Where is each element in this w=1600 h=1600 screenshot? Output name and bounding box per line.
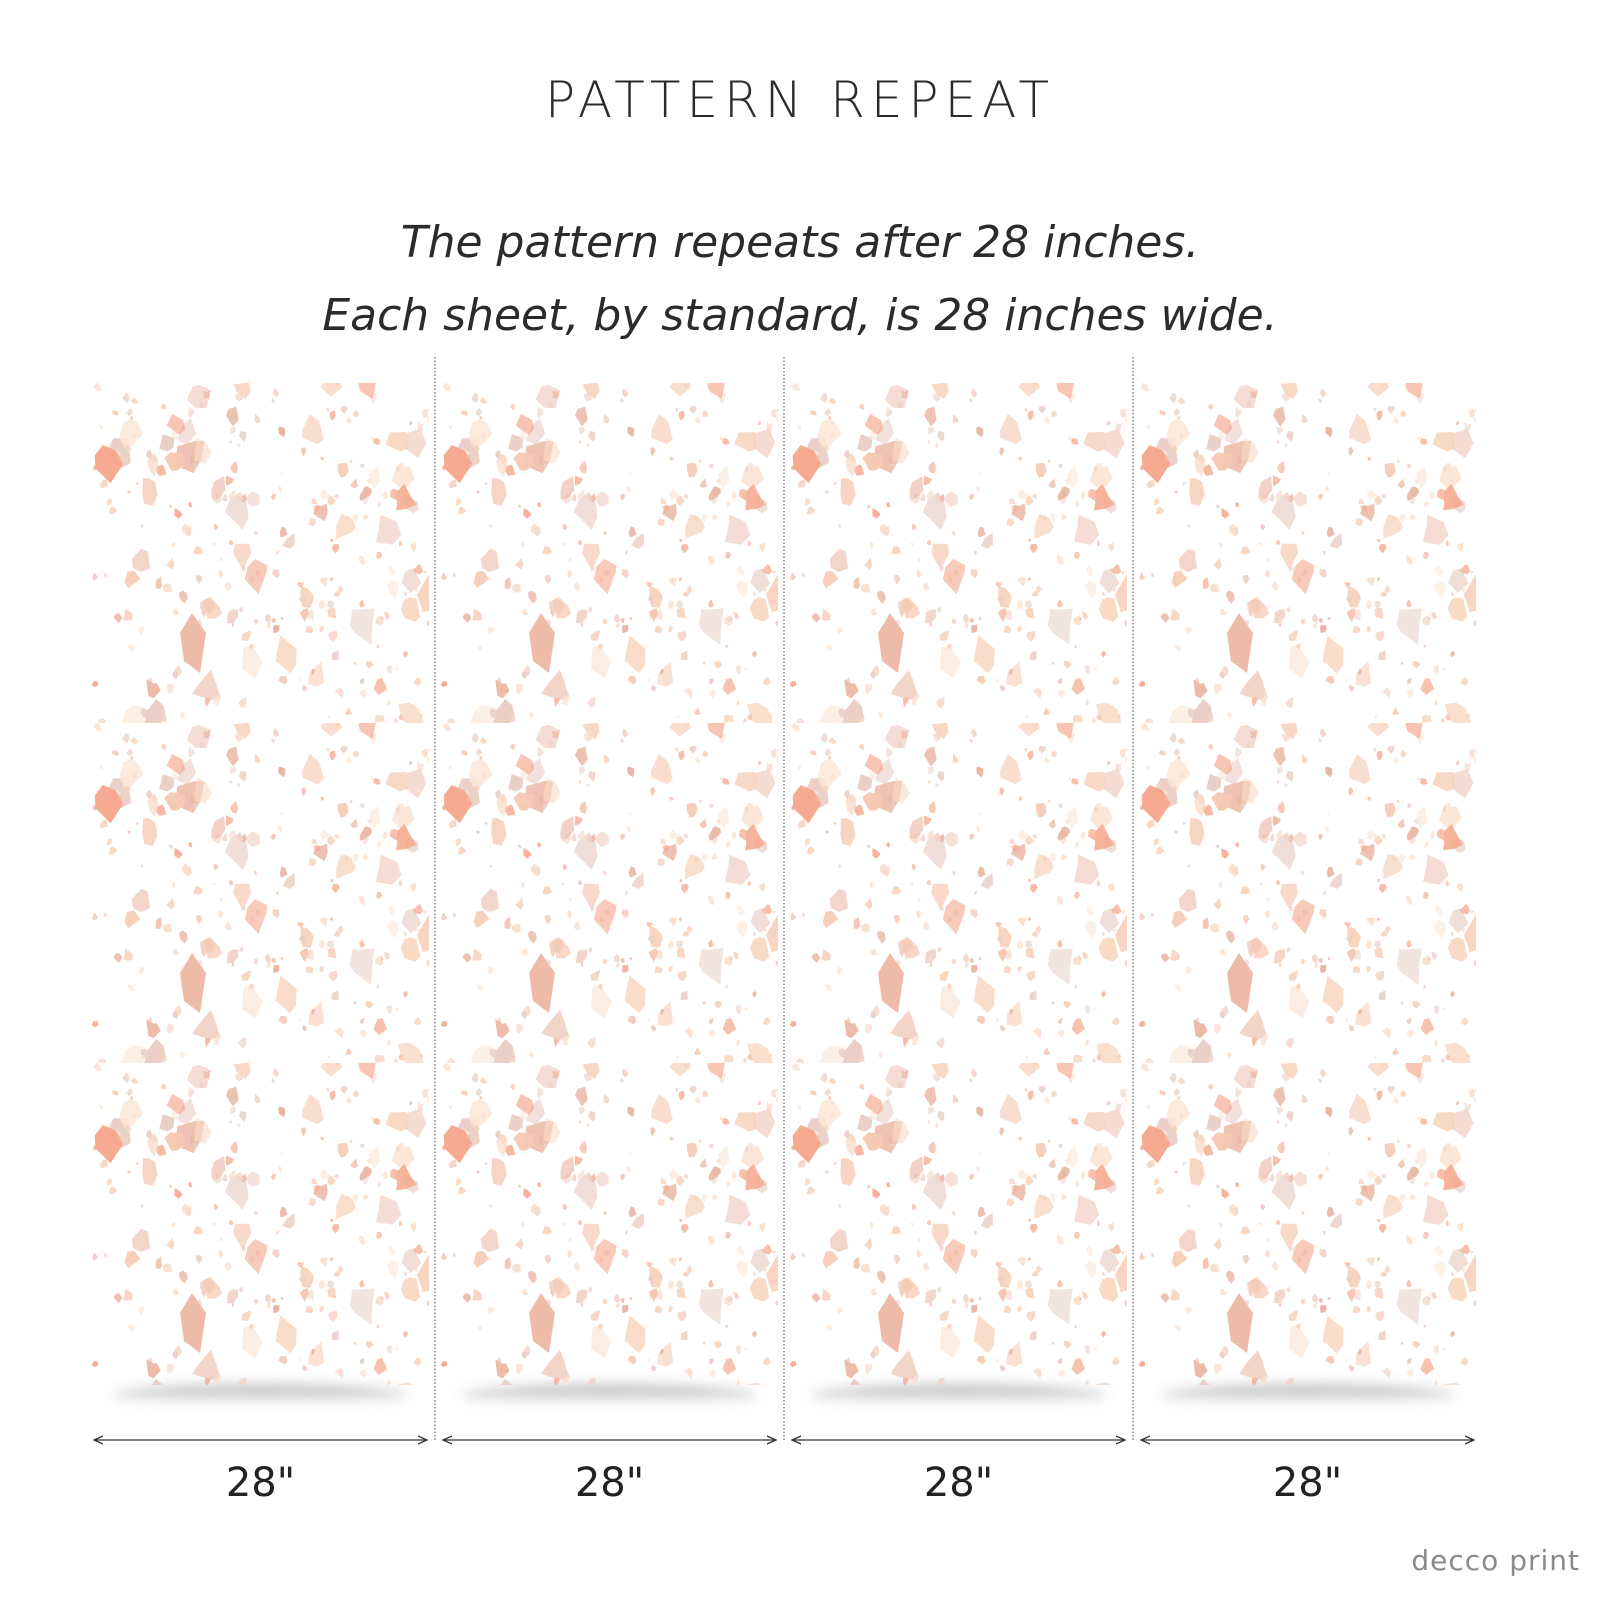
sheet <box>790 383 1127 1385</box>
sheet <box>441 383 778 1385</box>
brand: decco print <box>1411 1544 1580 1577</box>
sheet-shadow <box>461 1385 758 1405</box>
description-line: The pattern repeats after 28 inches. <box>401 217 1200 268</box>
width-label: 28" <box>924 1460 993 1506</box>
sheet <box>1139 383 1476 1385</box>
title: PATTERN REPEAT <box>545 71 1055 129</box>
sheets: 28" 28" 28" 28" <box>92 357 1476 1506</box>
width-label: 28" <box>575 1460 644 1506</box>
sheet <box>92 383 429 1385</box>
description-line: Each sheet, by standard, is 28 inches wi… <box>322 290 1277 341</box>
width-label: 28" <box>226 1460 295 1506</box>
sheet-shadow <box>1159 1385 1456 1405</box>
sheet-shadow <box>810 1385 1107 1405</box>
width-label: 28" <box>1273 1460 1342 1506</box>
sheet-shadow <box>112 1385 409 1405</box>
